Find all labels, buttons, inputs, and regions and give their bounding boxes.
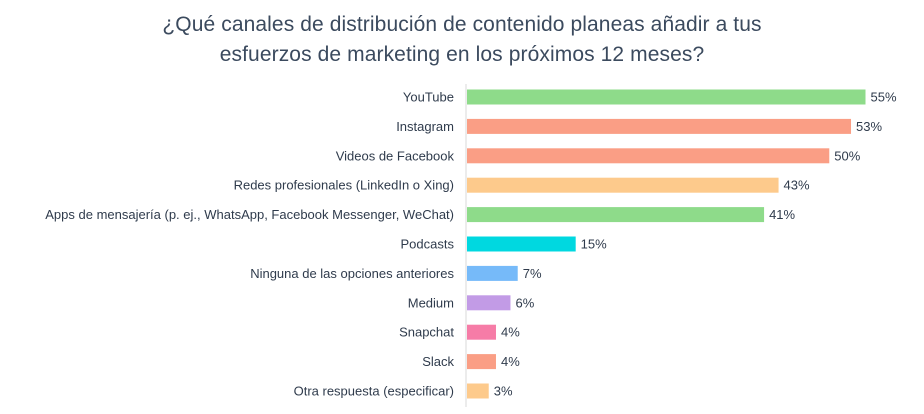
category-label: Podcasts <box>401 237 455 252</box>
value-label: 50% <box>834 148 860 163</box>
value-label: 41% <box>769 207 795 222</box>
bar <box>467 324 496 340</box>
category-label: Redes profesionales (LinkedIn o Xing) <box>234 178 454 193</box>
chart-title-line-2: esfuerzos de marketing en los próximos 1… <box>219 43 705 66</box>
value-label: 55% <box>871 90 897 105</box>
category-label: Ninguna de las opciones anteriores <box>250 266 454 281</box>
category-label: Medium <box>408 295 454 310</box>
value-label: 6% <box>515 295 534 310</box>
chart-title-line-1: ¿Qué canales de distribución de contenid… <box>162 13 762 36</box>
value-label: 7% <box>523 266 542 281</box>
category-label: YouTube <box>403 90 454 105</box>
category-label: Otra respuesta (especificar) <box>294 384 454 399</box>
value-label: 4% <box>501 354 520 369</box>
bar <box>467 207 765 223</box>
category-label: Apps de mensajería (p. ej., WhatsApp, Fa… <box>45 207 454 222</box>
value-label: 15% <box>581 237 607 252</box>
bar <box>467 236 576 252</box>
category-label: Instagram <box>396 119 454 134</box>
bar <box>467 177 779 193</box>
bar <box>467 118 852 134</box>
bar <box>467 265 518 281</box>
bar <box>467 354 496 370</box>
value-label: 3% <box>494 384 513 399</box>
category-label: Videos de Facebook <box>336 148 455 163</box>
category-label: Snapchat <box>399 325 454 340</box>
bar <box>467 383 489 399</box>
value-label: 43% <box>784 178 810 193</box>
bar <box>467 295 511 311</box>
bar <box>467 148 830 164</box>
value-label: 4% <box>501 325 520 340</box>
value-label: 53% <box>856 119 882 134</box>
bar <box>467 89 866 105</box>
category-label: Slack <box>422 354 454 369</box>
chart-title: ¿Qué canales de distribución de contenid… <box>0 10 924 70</box>
